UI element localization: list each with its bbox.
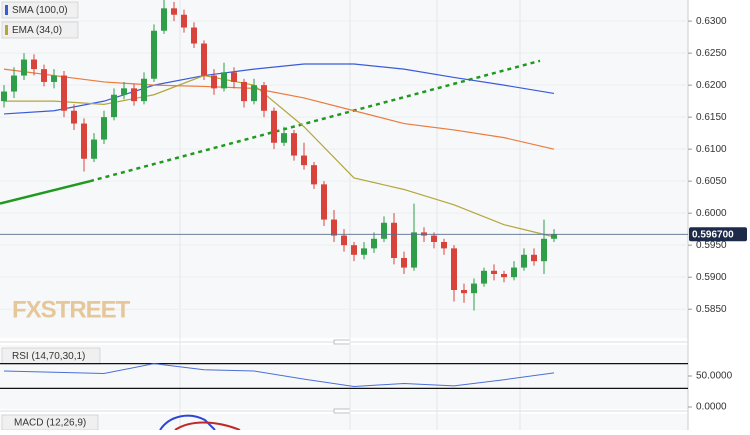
candle-body — [511, 267, 517, 278]
candle-body — [331, 219, 337, 236]
indicator-line — [4, 74, 555, 238]
candle-body — [271, 110, 277, 143]
y-tick-label: 0.5950 — [696, 240, 727, 251]
candle-body — [231, 72, 237, 82]
candle-body — [241, 81, 247, 102]
grid — [0, 0, 688, 430]
legend-label: EMA (34,0) — [12, 25, 62, 36]
candle-body — [451, 248, 457, 290]
candle-body — [411, 232, 417, 268]
candle-body — [361, 248, 367, 255]
legend-box — [1, 1, 79, 19]
legend-label: SMA (100,0) — [12, 5, 68, 16]
y-tick-label: 0.6150 — [696, 112, 727, 123]
candle-body — [341, 235, 347, 246]
price-panel — [0, 0, 688, 338]
y-tick-label: 0.5900 — [696, 272, 727, 283]
candle-body — [381, 222, 387, 239]
rsi-tick-label: 0.0000 — [696, 402, 727, 413]
candle-body — [531, 254, 537, 262]
candle-body — [441, 241, 447, 249]
candle-body — [281, 133, 287, 143]
rsi-label: RSI (14,70,30,1) — [12, 351, 85, 362]
indicator-line — [3, 63, 555, 115]
legend: SMA (100,0) EMA (34,0) — [1, 1, 79, 39]
macd-line — [159, 414, 216, 431]
candle-body — [131, 88, 137, 102]
y-tick-label: 0.6250 — [696, 48, 727, 59]
candle-body — [111, 94, 117, 118]
candle-body — [171, 8, 177, 15]
candle-body — [351, 245, 357, 255]
candle-body — [541, 238, 547, 262]
candle-body — [481, 270, 487, 284]
candle-body — [551, 234, 557, 239]
candle-body — [431, 235, 437, 242]
candle-body — [521, 254, 527, 268]
y-tick-label: 0.6000 — [696, 208, 727, 219]
candle-body — [21, 59, 27, 76]
candle-body — [1, 91, 7, 102]
panel-handle[interactable] — [333, 339, 351, 345]
candle-body — [291, 133, 297, 156]
candle-body — [141, 78, 147, 102]
candle-body — [471, 283, 477, 294]
candle-body — [301, 155, 307, 166]
rsi-line — [3, 363, 555, 388]
candle-body — [401, 257, 407, 268]
candle-body — [491, 270, 497, 274]
trendline — [0, 179, 91, 205]
candle-body — [321, 184, 327, 220]
candle-body — [311, 165, 317, 185]
legend-swatch — [5, 25, 8, 35]
trendline — [89, 59, 541, 183]
candle-body — [201, 43, 207, 76]
candle-body — [501, 273, 507, 278]
candle-body — [151, 30, 157, 79]
candle-body — [81, 123, 87, 159]
candle-body — [191, 27, 197, 44]
indicator-line — [3, 68, 555, 150]
last-price-box — [689, 227, 747, 242]
rsi-tick-label: 50.0000 — [696, 371, 733, 382]
candle-body — [101, 117, 107, 140]
candle-body — [41, 69, 47, 82]
candle-body — [391, 222, 397, 258]
panel-handle[interactable] — [333, 408, 351, 414]
rsi-panel — [0, 345, 688, 409]
y-tick-label: 0.6300 — [696, 16, 727, 27]
legend-swatch — [5, 5, 8, 15]
candle-body — [11, 75, 17, 92]
candle-body — [31, 59, 37, 70]
candle-body — [121, 88, 127, 95]
macd-label: MACD (12,26,9) — [14, 418, 86, 429]
candle-body — [211, 75, 217, 89]
y-tick-label: 0.6200 — [696, 80, 727, 91]
last-price-label: 0.596700 — [692, 229, 734, 240]
legend-box — [1, 21, 79, 39]
candle-body — [261, 85, 267, 111]
candle-body — [371, 238, 377, 249]
plot — [0, 0, 688, 311]
y-tick-label: 0.6100 — [696, 144, 727, 155]
candle-body — [61, 75, 67, 111]
candle-body — [221, 72, 227, 89]
candle-body — [181, 14, 187, 28]
candle-body — [71, 110, 77, 124]
candle-body — [161, 8, 167, 31]
candle-body — [51, 75, 57, 82]
watermark: FXSTREET — [12, 296, 131, 323]
y-tick-label: 0.6050 — [696, 176, 727, 187]
candle-body — [91, 139, 97, 159]
candle-body — [251, 85, 257, 102]
macd-panel — [0, 414, 688, 430]
y-tick-label: 0.5850 — [696, 304, 727, 315]
candle-body — [461, 289, 467, 294]
macd-signal — [174, 421, 241, 431]
